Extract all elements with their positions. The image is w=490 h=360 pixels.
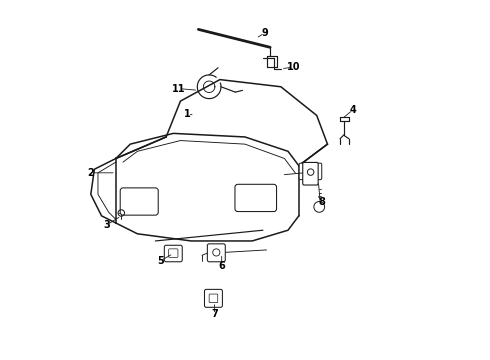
FancyBboxPatch shape [209,294,218,303]
Text: 1: 1 [184,109,191,119]
Text: 11: 11 [172,84,185,94]
FancyBboxPatch shape [235,184,276,212]
Text: 3: 3 [103,220,110,230]
Text: 2: 2 [87,168,94,178]
Text: 6: 6 [219,261,225,271]
Text: 5: 5 [157,256,164,266]
FancyBboxPatch shape [120,188,158,215]
Text: 9: 9 [261,28,268,38]
FancyBboxPatch shape [303,162,318,185]
Text: 10: 10 [287,62,300,72]
FancyBboxPatch shape [204,289,222,307]
Text: 8: 8 [318,197,325,207]
FancyBboxPatch shape [299,163,322,180]
Text: 7: 7 [211,310,218,319]
FancyBboxPatch shape [164,245,182,262]
Text: 4: 4 [349,105,356,115]
FancyBboxPatch shape [207,244,225,262]
FancyBboxPatch shape [169,249,178,257]
